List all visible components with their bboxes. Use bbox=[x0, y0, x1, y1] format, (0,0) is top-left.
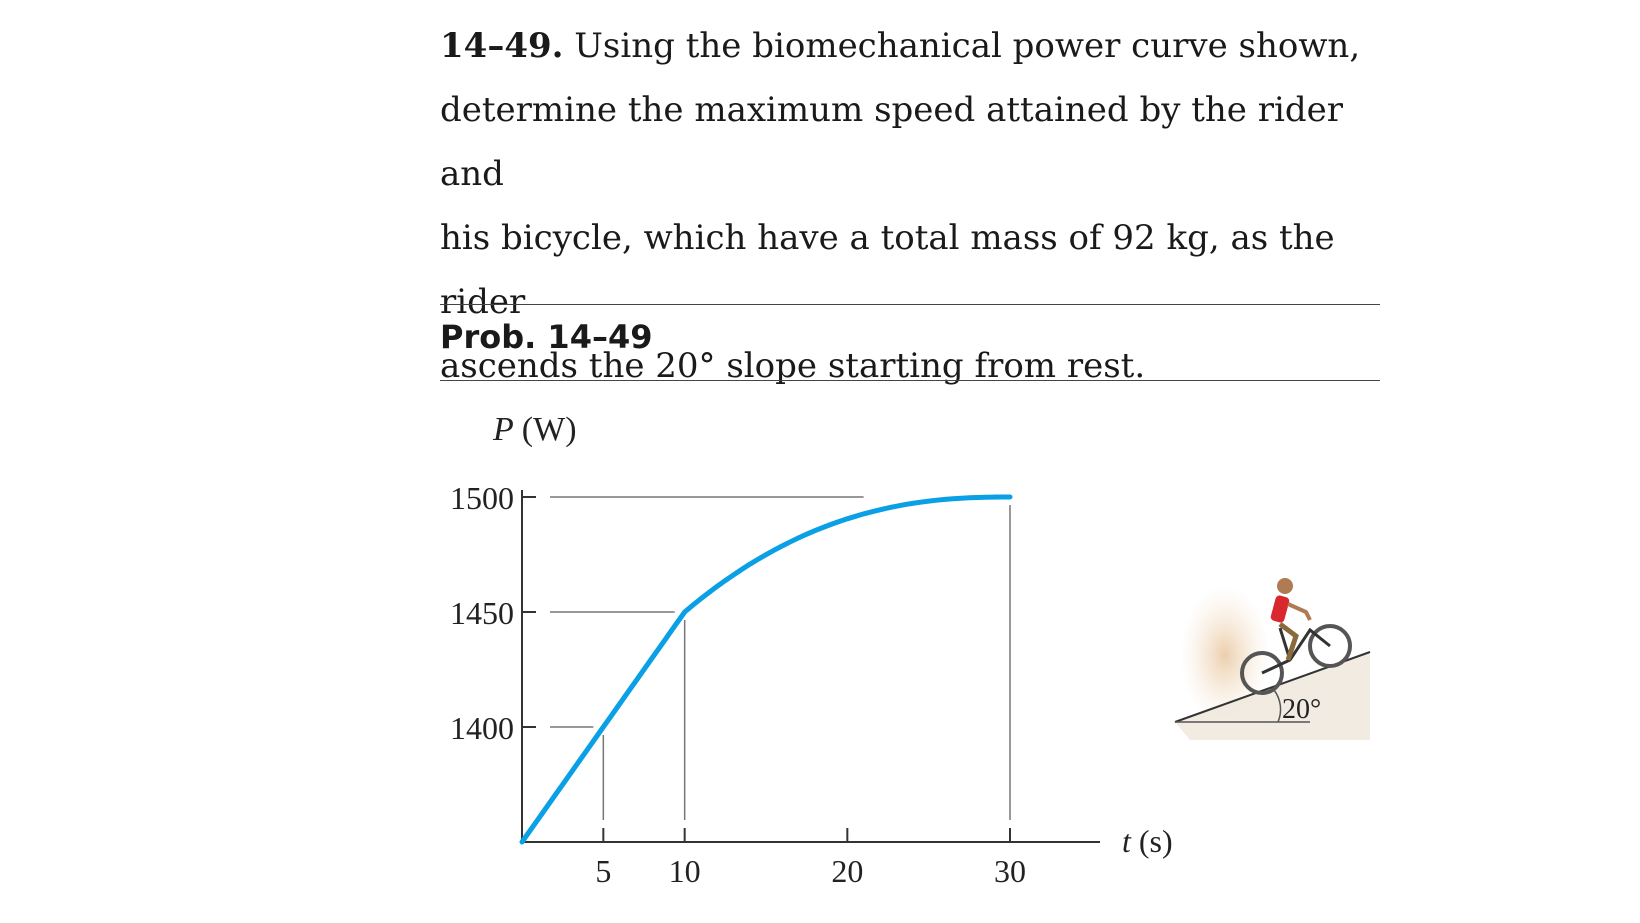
problem-line-2: determine the maximum speed attained by … bbox=[440, 90, 1343, 194]
x-tick-label-20: 20 bbox=[831, 853, 863, 889]
front-wheel-icon bbox=[1308, 624, 1352, 668]
rider-leg-icon bbox=[1278, 622, 1299, 661]
rear-wheel-icon bbox=[1240, 651, 1284, 695]
problem-statement: 14–49. Using the biomechanical power cur… bbox=[440, 14, 1400, 398]
x-axis-unit: (s) bbox=[1139, 823, 1173, 859]
y-axis-var: P bbox=[492, 411, 514, 448]
angle-arc bbox=[1273, 689, 1282, 723]
x-tick-label-30: 30 bbox=[994, 853, 1026, 889]
power-curve-line bbox=[519, 494, 1013, 845]
dust-cloud bbox=[1180, 585, 1270, 725]
guide-lines bbox=[550, 494, 1011, 820]
bike-frame-icon bbox=[1261, 627, 1331, 675]
problem-number: 14–49. bbox=[440, 26, 564, 66]
y-tick-label-1450: 1450 bbox=[450, 595, 514, 631]
y-axis-unit: (W) bbox=[522, 411, 577, 448]
y-axis-label: P (W) bbox=[492, 411, 577, 448]
slope-ground bbox=[1175, 652, 1370, 740]
x-axis-var: t bbox=[1122, 823, 1132, 859]
problem-line-4: ascends the 20° slope starting from rest… bbox=[440, 346, 1146, 386]
rider-torso-icon bbox=[1270, 595, 1290, 623]
y-tick-label-1400: 1400 bbox=[450, 710, 514, 746]
caption-rule-top bbox=[440, 304, 1380, 305]
cyclist-inset: 20° bbox=[1174, 578, 1371, 740]
rider-head-icon bbox=[1277, 578, 1293, 594]
problem-line-3: his bicycle, which have a total mass of … bbox=[440, 218, 1335, 322]
x-tick-label-5: 5 bbox=[595, 853, 611, 889]
y-tick-label-1500: 1500 bbox=[450, 480, 514, 516]
caption-rule-bottom bbox=[440, 380, 1380, 381]
rider-arm-icon bbox=[1287, 602, 1312, 621]
axis-ticks: 1400 1450 1500 5 10 20 30 bbox=[450, 480, 1026, 889]
figure-caption: Prob. 14–49 bbox=[440, 318, 653, 356]
x-tick-label-10: 10 bbox=[669, 853, 701, 889]
x-axis-label: t (s) bbox=[1122, 823, 1173, 859]
problem-line-1: Using the biomechanical power curve show… bbox=[574, 26, 1361, 66]
slope-angle-label: 20° bbox=[1282, 694, 1321, 725]
